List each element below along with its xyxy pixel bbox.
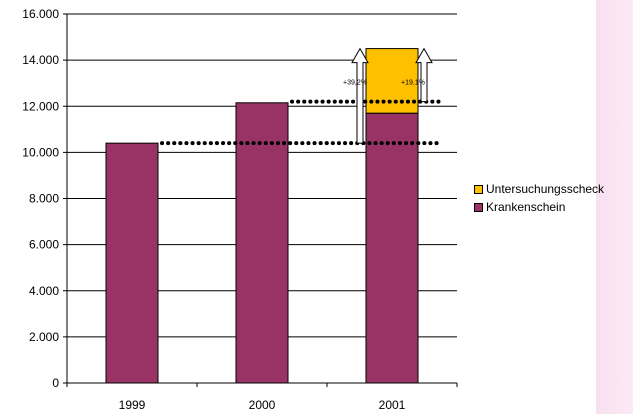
legend-swatch-untersuchungsscheck [474, 184, 483, 194]
x-tick-label: 2001 [379, 398, 406, 412]
legend-item-untersuchungsscheck: Untersuchungsscheck [474, 180, 604, 198]
legend-label-untersuchungsscheck: Untersuchungsscheck [486, 182, 605, 196]
bar-krankenschein-1999 [105, 142, 159, 384]
reference-lines [160, 99, 444, 146]
bars [105, 48, 419, 384]
y-tick-label: 0 [52, 376, 59, 390]
x-tick-label: 2000 [249, 398, 276, 412]
y-tick-label: 8.000 [29, 192, 59, 206]
y-tick-label: 10.000 [22, 145, 59, 159]
annotations: +39,2% +19,1% [343, 47, 433, 144]
growth-label: +19,1% [401, 80, 425, 87]
bar-krankenschein-2000 [235, 102, 289, 384]
legend: Untersuchungsscheck Krankenschein [474, 180, 604, 216]
y-tick-label: 4.000 [29, 284, 59, 298]
y-tick-label: 16.000 [22, 7, 59, 21]
legend-swatch-krankenschein [474, 202, 483, 212]
bar-krankenschein-2001 [365, 112, 419, 384]
y-tick-label: 2.000 [29, 330, 59, 344]
legend-item-krankenschein: Krankenschein [474, 198, 604, 216]
y-tick-label: 6.000 [29, 238, 59, 252]
axes: 0 2.000 4.000 6.000 8.000 10.000 12.000 14.000 1… [22, 7, 458, 412]
growth-arrow [351, 47, 369, 144]
legend-label-krankenschein: Krankenschein [486, 200, 566, 214]
x-tick-label: 1999 [119, 398, 146, 412]
growth-label: +39,2% [343, 80, 367, 87]
side-panel [596, 0, 633, 414]
y-tick-label: 12.000 [22, 99, 59, 113]
y-tick-label: 14.000 [22, 53, 59, 67]
growth-arrow [415, 47, 433, 103]
